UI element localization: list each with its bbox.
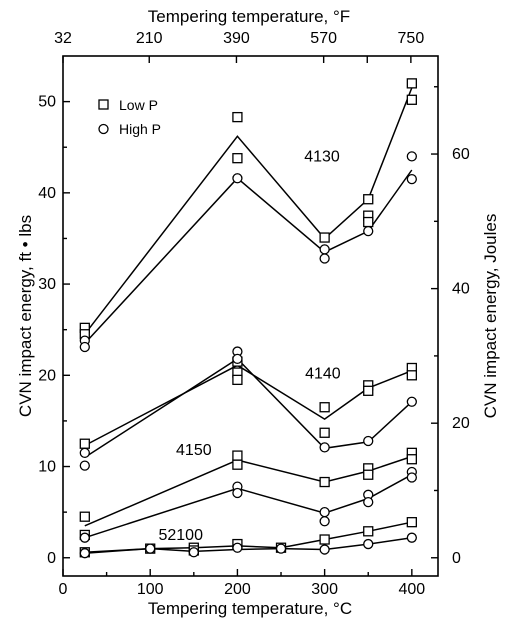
point-52100-low-p-6 bbox=[319, 534, 330, 545]
x-axis-title: Tempering temperature, °C bbox=[148, 599, 352, 618]
line-4140-high-p bbox=[84, 357, 413, 459]
steel-label-52100: 52100 bbox=[158, 527, 203, 544]
point-4130-low-p-4 bbox=[319, 232, 330, 243]
point-4150-high-p-8 bbox=[406, 472, 417, 483]
point-52100-high-p-1 bbox=[145, 543, 156, 554]
y-axis-title: CVN impact energy, ft • lbs bbox=[16, 215, 35, 417]
legend: Low P High P bbox=[98, 97, 161, 137]
x2-tick-label-570: 570 bbox=[310, 30, 337, 47]
y2-tick-label-40: 40 bbox=[452, 281, 470, 298]
point-4140-high-p-6 bbox=[406, 396, 417, 407]
legend-high-p-marker bbox=[98, 123, 109, 135]
point-4140-high-p-1 bbox=[79, 460, 90, 471]
point-4140-low-p-3 bbox=[232, 374, 243, 386]
point-52100-high-p-7 bbox=[406, 532, 417, 543]
point-4130-low-p-8 bbox=[406, 78, 417, 89]
point-4150-high-p-6 bbox=[363, 496, 374, 508]
steel-labels: 4130 4140 4150 52100 bbox=[158, 148, 340, 544]
point-4140-low-p-0 bbox=[79, 438, 90, 449]
point-4150-low-p-4 bbox=[319, 476, 330, 488]
steel-label-4130: 4130 bbox=[304, 148, 340, 165]
x-tick-label-100: 100 bbox=[137, 581, 164, 598]
data-points bbox=[79, 78, 417, 559]
point-52100-low-p-7 bbox=[363, 526, 374, 537]
legend-high-p-label: High P bbox=[119, 121, 161, 137]
x-tick-label-300: 300 bbox=[311, 581, 338, 598]
steel-label-4140: 4140 bbox=[305, 365, 341, 382]
x-tick-label-200: 200 bbox=[224, 581, 251, 598]
line-4130-high-p bbox=[84, 169, 413, 344]
point-4130-high-p-3 bbox=[319, 244, 330, 255]
point-4150-high-p-4 bbox=[319, 516, 330, 527]
y-tick-label-30: 30 bbox=[38, 276, 56, 293]
x2-tick-label-210: 210 bbox=[136, 30, 163, 47]
y2-tick-label-60: 60 bbox=[452, 146, 470, 163]
tick-labels: 0 100 200 300 400 32 210 390 570 750 0 10 20 30 40 50 0 2… bbox=[38, 30, 470, 598]
point-4140-low-p-4 bbox=[319, 402, 330, 413]
y2-tick-label-20: 20 bbox=[452, 415, 470, 432]
series-lines bbox=[84, 87, 413, 554]
y2-axis-title: CVN impact energy, Joules bbox=[481, 214, 500, 419]
point-52100-high-p-6 bbox=[363, 538, 374, 550]
point-4140-low-p-5 bbox=[319, 427, 330, 438]
x-tick-label-0: 0 bbox=[59, 581, 68, 598]
point-52100-high-p-4 bbox=[275, 543, 287, 554]
point-4130-low-p-7 bbox=[363, 216, 374, 228]
y-tick-label-20: 20 bbox=[38, 367, 56, 384]
point-4130-high-p-5 bbox=[363, 226, 374, 237]
point-4130-high-p-7 bbox=[406, 174, 417, 185]
point-52100-high-p-5 bbox=[319, 544, 330, 555]
line-4140-low-p bbox=[84, 364, 413, 447]
x2-axis-title: Tempering temperature, °F bbox=[148, 7, 350, 26]
point-4150-low-p-0 bbox=[79, 511, 90, 522]
line-4150-high-p bbox=[84, 474, 413, 539]
point-4130-high-p-6 bbox=[406, 151, 417, 162]
tick-marks bbox=[62, 56, 438, 576]
point-4150-low-p-2 bbox=[232, 450, 243, 461]
legend-low-p-label: Low P bbox=[119, 97, 158, 113]
x-tick-label-400: 400 bbox=[398, 581, 425, 598]
steel-label-4150: 4150 bbox=[176, 442, 212, 459]
line-52100-low-p bbox=[84, 521, 412, 554]
y-tick-label-40: 40 bbox=[38, 185, 56, 202]
x2-tick-label-32: 32 bbox=[54, 30, 72, 47]
point-4130-high-p-4 bbox=[319, 253, 330, 264]
point-4150-high-p-0 bbox=[79, 532, 90, 543]
legend-low-p-marker bbox=[98, 99, 109, 110]
x2-tick-label-390: 390 bbox=[223, 30, 250, 47]
point-4150-high-p-2 bbox=[232, 487, 243, 499]
point-4150-low-p-6 bbox=[363, 469, 374, 480]
point-4140-low-p-9 bbox=[406, 370, 417, 381]
point-4130-low-p-3 bbox=[232, 153, 243, 164]
point-4140-high-p-4 bbox=[319, 442, 330, 453]
plot-frame bbox=[62, 55, 439, 577]
point-4140-high-p-5 bbox=[363, 435, 374, 447]
point-52100-high-p-2 bbox=[188, 547, 199, 558]
point-4130-low-p-5 bbox=[363, 194, 374, 205]
point-4150-low-p-3 bbox=[232, 459, 243, 470]
point-4130-low-p-9 bbox=[406, 94, 417, 105]
point-4130-high-p-2 bbox=[232, 173, 243, 184]
point-52100-low-p-8 bbox=[406, 517, 417, 528]
point-4130-high-p-1 bbox=[79, 341, 90, 353]
x2-tick-label-750: 750 bbox=[398, 30, 425, 47]
point-4150-low-p-8 bbox=[406, 454, 417, 465]
point-4140-high-p-0 bbox=[79, 447, 90, 458]
y-tick-label-50: 50 bbox=[38, 94, 56, 111]
point-4140-low-p-7 bbox=[363, 385, 374, 396]
point-4150-high-p-3 bbox=[319, 506, 330, 518]
point-52100-high-p-0 bbox=[79, 548, 90, 559]
point-4130-low-p-2 bbox=[232, 111, 243, 123]
point-52100-high-p-3 bbox=[232, 542, 243, 553]
y2-tick-label-0: 0 bbox=[452, 550, 461, 567]
y-tick-label-0: 0 bbox=[47, 550, 56, 567]
point-4140-high-p-3 bbox=[232, 353, 243, 365]
line-52100-high-p bbox=[84, 536, 412, 554]
y-tick-label-10: 10 bbox=[38, 459, 56, 476]
